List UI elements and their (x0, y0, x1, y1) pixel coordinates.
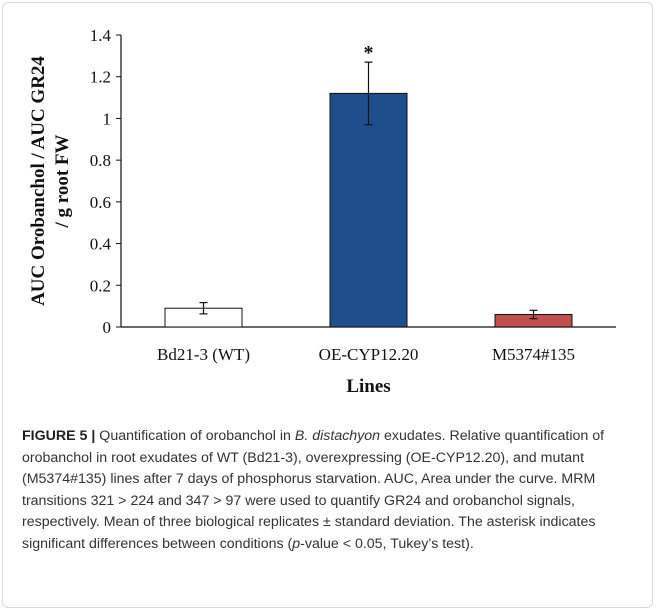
y-tick-label: 0.6 (90, 193, 111, 212)
y-tick-label: 0.2 (90, 276, 111, 295)
y-tick-label: 0.4 (90, 235, 112, 254)
x-tick-label: M5374#135 (492, 345, 575, 364)
y-tick-label: 0 (103, 318, 112, 337)
caption-part-4: -value < 0.05, Tukey’s test). (300, 535, 474, 552)
x-tick-label: OE-CYP12.20 (319, 345, 419, 364)
y-tick-label: 1.2 (90, 68, 111, 87)
bar-chart: 0 0.2 0.4 0.6 0.8 1 1.2 1.4 Bd21-3 (WT) * OE-CYP12… (28, 26, 616, 397)
y-tick-label: 1 (103, 109, 112, 128)
y-axis-title-line1: AUC Orobanchol / AUC GR24 (28, 56, 49, 306)
caption-label: FIGURE 5 | (22, 428, 96, 444)
figure-caption: FIGURE 5 | Quantification of orobanchol … (22, 426, 637, 556)
x-tick-label: Bd21-3 (WT) (157, 345, 250, 364)
caption-part-2: exudates. Relative quantification of oro… (22, 428, 605, 552)
y-tick-label: 0.8 (90, 151, 111, 170)
y-axis-title-line2: / g root FW (52, 134, 73, 228)
caption-text: Quantification of orobanchol in B. dista… (22, 428, 604, 552)
caption-part-3: p (292, 535, 301, 552)
x-axis-title: Lines (346, 376, 390, 397)
y-tick-label: 1.4 (90, 26, 112, 45)
bar (329, 92, 408, 328)
caption-part-0: Quantification of orobanchol in (95, 428, 295, 444)
caption-part-1: B. distachyon (294, 428, 381, 444)
significance-asterisk: * (364, 42, 374, 64)
